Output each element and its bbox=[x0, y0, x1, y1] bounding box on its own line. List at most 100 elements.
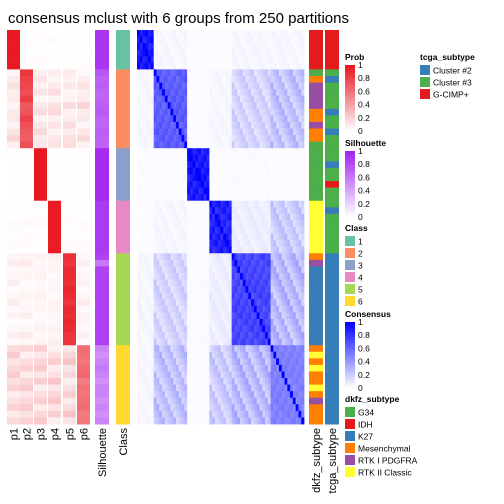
consensus-cell bbox=[178, 397, 182, 405]
class-cell bbox=[116, 62, 130, 70]
consensus-cell bbox=[156, 240, 160, 248]
consensus-cell bbox=[153, 299, 157, 307]
consensus-cell bbox=[173, 378, 177, 385]
consensus-cell bbox=[237, 69, 241, 77]
consensus-cell bbox=[187, 141, 191, 149]
consensus-cell bbox=[153, 43, 157, 51]
consensus-cell bbox=[242, 391, 246, 399]
consensus-cell bbox=[259, 292, 263, 300]
legend-swatch bbox=[345, 284, 355, 294]
consensus-cell bbox=[287, 253, 291, 261]
consensus-cell bbox=[270, 417, 274, 425]
consensus-cell bbox=[206, 233, 210, 241]
tcga-subtype-cell bbox=[325, 345, 339, 353]
consensus-cell bbox=[203, 312, 207, 320]
consensus-cell bbox=[273, 62, 277, 70]
consensus-cell bbox=[234, 292, 238, 300]
consensus-cell bbox=[278, 338, 283, 346]
consensus-cell bbox=[187, 404, 191, 412]
consensus-cell bbox=[267, 148, 271, 156]
consensus-cell bbox=[195, 75, 199, 83]
consensus-cell bbox=[295, 115, 299, 123]
consensus-cell bbox=[203, 233, 207, 241]
consensus-cell bbox=[267, 69, 271, 77]
consensus-cell bbox=[201, 305, 205, 313]
prob-cell bbox=[34, 220, 47, 228]
legend-gradient-bar bbox=[345, 322, 355, 388]
legend-tick-label: 1 bbox=[358, 60, 363, 70]
consensus-cell bbox=[173, 62, 177, 70]
consensus-cell bbox=[150, 279, 155, 287]
consensus-cell bbox=[253, 364, 258, 372]
consensus-cell bbox=[253, 345, 258, 353]
consensus-cell bbox=[217, 30, 221, 37]
consensus-cell bbox=[223, 305, 227, 313]
class-cell bbox=[116, 167, 130, 175]
class-cell bbox=[116, 141, 130, 149]
consensus-cell bbox=[278, 312, 283, 320]
class-cell bbox=[116, 397, 130, 405]
consensus-cell bbox=[267, 325, 271, 333]
consensus-cell bbox=[167, 351, 171, 359]
consensus-cell bbox=[167, 332, 171, 340]
consensus-cell bbox=[189, 371, 194, 379]
consensus-cell bbox=[145, 253, 149, 261]
consensus-cell bbox=[234, 154, 238, 162]
consensus-cell bbox=[137, 108, 141, 116]
consensus-cell bbox=[173, 305, 177, 313]
class-cell bbox=[116, 220, 130, 228]
consensus-cell bbox=[217, 384, 221, 392]
consensus-cell bbox=[287, 338, 291, 346]
consensus-cell bbox=[139, 207, 143, 215]
consensus-cell bbox=[170, 318, 174, 326]
consensus-cell bbox=[184, 338, 188, 346]
consensus-cell bbox=[290, 279, 294, 287]
consensus-cell bbox=[148, 181, 152, 188]
consensus-cell bbox=[248, 187, 252, 195]
consensus-cell bbox=[228, 49, 233, 57]
consensus-cell bbox=[242, 384, 246, 392]
consensus-cell bbox=[281, 332, 285, 340]
consensus-cell bbox=[139, 200, 143, 208]
consensus-cell bbox=[253, 43, 258, 51]
consensus-cell bbox=[150, 82, 155, 90]
class-cell bbox=[116, 299, 130, 307]
consensus-cell bbox=[253, 318, 258, 326]
consensus-cell bbox=[239, 213, 244, 221]
consensus-cell bbox=[223, 417, 227, 425]
prob-cell bbox=[77, 227, 90, 235]
consensus-cell bbox=[239, 128, 244, 136]
consensus-cell bbox=[251, 384, 255, 392]
consensus-cell bbox=[173, 200, 177, 208]
consensus-cell bbox=[234, 358, 238, 366]
consensus-cell bbox=[209, 148, 213, 156]
class-cell bbox=[116, 318, 130, 326]
consensus-cell bbox=[298, 148, 302, 156]
consensus-cell bbox=[287, 279, 291, 287]
consensus-cell bbox=[220, 371, 224, 379]
consensus-cell bbox=[228, 75, 233, 83]
consensus-cell bbox=[148, 95, 152, 103]
consensus-cell bbox=[142, 246, 146, 254]
consensus-cell bbox=[137, 102, 141, 110]
consensus-cell bbox=[237, 227, 241, 234]
consensus-cell bbox=[237, 213, 241, 221]
consensus-cell bbox=[167, 167, 171, 175]
silhouette-cell bbox=[95, 364, 109, 372]
consensus-cell bbox=[281, 200, 285, 208]
consensus-cell bbox=[214, 75, 219, 83]
consensus-cell bbox=[195, 384, 199, 392]
consensus-cell bbox=[234, 213, 238, 221]
consensus-cell bbox=[228, 397, 233, 405]
consensus-cell bbox=[262, 141, 266, 149]
consensus-cell bbox=[187, 358, 191, 366]
consensus-cell bbox=[234, 36, 238, 44]
consensus-cell bbox=[209, 82, 213, 90]
prob-cell bbox=[7, 332, 20, 340]
consensus-cell bbox=[298, 49, 302, 57]
consensus-cell bbox=[248, 200, 252, 208]
consensus-cell bbox=[184, 200, 188, 208]
consensus-cell bbox=[248, 345, 252, 353]
consensus-cell bbox=[162, 233, 166, 241]
consensus-cell bbox=[173, 286, 177, 294]
